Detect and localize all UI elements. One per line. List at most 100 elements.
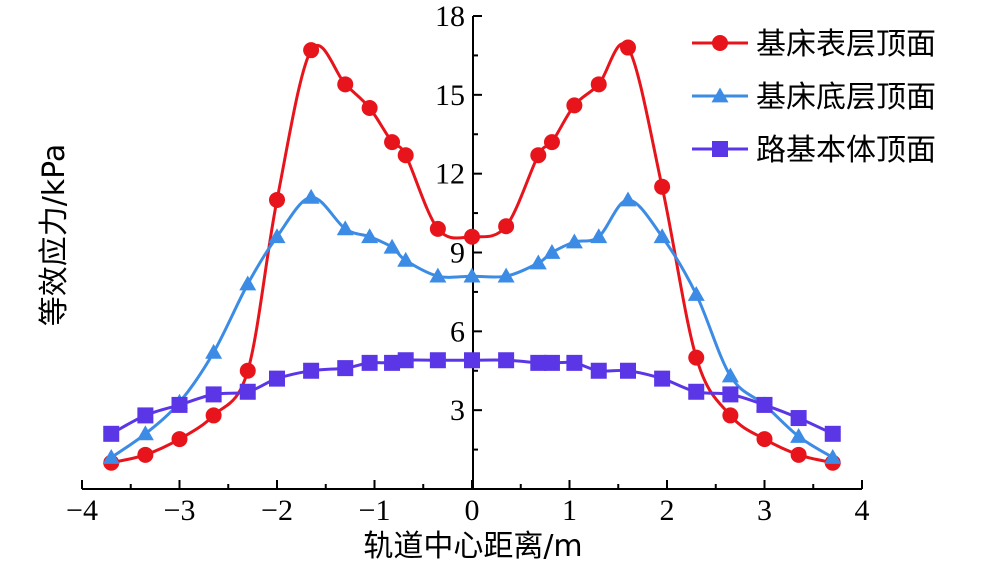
data-point xyxy=(102,448,120,464)
legend-marker xyxy=(712,141,728,157)
x-tick-label: 4 xyxy=(855,494,870,527)
data-point xyxy=(654,178,671,195)
data-point xyxy=(566,354,583,371)
data-point xyxy=(566,97,583,114)
data-point xyxy=(429,220,446,237)
data-point xyxy=(269,191,285,208)
legend-label: 路基本体顶面 xyxy=(756,133,936,168)
data-point xyxy=(136,425,154,441)
data-point xyxy=(498,352,515,369)
data-point xyxy=(619,191,637,207)
data-point xyxy=(361,354,378,371)
data-point xyxy=(397,251,415,267)
data-point xyxy=(590,76,607,93)
data-point xyxy=(337,76,354,93)
x-tick-label: 1 xyxy=(562,494,577,527)
data-point xyxy=(497,267,515,283)
legend-label: 基床表层顶面 xyxy=(756,27,936,62)
x-tick-label: 3 xyxy=(757,494,772,527)
data-point xyxy=(653,228,671,244)
data-point xyxy=(498,218,515,235)
data-point xyxy=(171,431,188,448)
data-point xyxy=(205,343,223,359)
series-3 xyxy=(103,352,841,442)
data-point xyxy=(530,354,547,371)
data-point xyxy=(654,370,671,387)
data-point xyxy=(384,134,401,151)
data-point xyxy=(361,228,379,244)
data-point xyxy=(137,407,154,424)
y-tick-label: 6 xyxy=(450,315,465,348)
data-point xyxy=(361,99,378,116)
y-tick-label: 3 xyxy=(450,394,465,427)
data-point xyxy=(543,354,560,371)
data-point xyxy=(383,238,401,254)
data-point xyxy=(790,427,808,443)
legend-marker xyxy=(712,35,728,51)
data-point xyxy=(756,396,773,413)
x-tick-label: −3 xyxy=(164,494,196,527)
data-point xyxy=(137,446,154,463)
data-point xyxy=(302,188,320,204)
x-tick-label: 2 xyxy=(660,494,675,527)
x-tick-label: −4 xyxy=(66,494,98,527)
data-point xyxy=(171,396,188,413)
data-point xyxy=(239,362,256,379)
data-point xyxy=(269,370,285,387)
data-point xyxy=(688,383,705,400)
data-point xyxy=(303,362,320,379)
data-point xyxy=(530,147,547,164)
x-tick-label: −1 xyxy=(359,494,391,527)
data-point xyxy=(565,233,583,249)
legend-label: 基床底层顶面 xyxy=(756,80,936,115)
data-point xyxy=(722,386,739,403)
data-point xyxy=(543,134,560,151)
data-point xyxy=(205,386,222,403)
x-tick-label: −2 xyxy=(261,494,293,527)
x-axis-title: 轨道中心距离/m xyxy=(363,529,582,564)
data-point xyxy=(620,39,636,56)
data-point xyxy=(239,383,256,400)
data-point xyxy=(239,275,257,291)
data-point xyxy=(756,431,773,448)
y-tick-label: 9 xyxy=(450,237,465,270)
legend-marker xyxy=(711,87,729,103)
data-point xyxy=(303,42,320,59)
data-point xyxy=(397,147,414,164)
y-tick-label: 15 xyxy=(435,79,465,112)
data-point xyxy=(336,220,354,236)
data-point xyxy=(620,362,636,379)
data-point xyxy=(268,228,286,244)
data-point xyxy=(464,228,480,245)
data-point xyxy=(790,446,807,463)
data-point xyxy=(543,244,561,259)
y-axis-title: 等效应力/kPa xyxy=(37,144,72,327)
data-point xyxy=(824,425,841,442)
data-point xyxy=(429,267,447,283)
data-point xyxy=(337,360,354,377)
data-point xyxy=(687,286,705,301)
data-point xyxy=(688,349,705,366)
y-tick-label: 18 xyxy=(435,0,465,33)
data-point xyxy=(824,448,842,464)
data-point xyxy=(790,410,807,427)
series-layer xyxy=(102,39,842,471)
data-point xyxy=(384,354,401,371)
x-tick-label: 0 xyxy=(465,494,480,527)
data-point xyxy=(722,407,739,424)
data-point xyxy=(463,267,481,283)
data-point xyxy=(397,352,414,369)
data-point xyxy=(429,352,446,369)
series-1 xyxy=(103,39,841,471)
data-point xyxy=(721,367,739,383)
data-point xyxy=(590,362,607,379)
data-point xyxy=(103,425,120,442)
data-point xyxy=(205,407,222,424)
y-tick-label: 12 xyxy=(435,158,465,191)
data-point xyxy=(590,228,608,244)
data-point xyxy=(529,254,547,270)
data-point xyxy=(464,352,480,369)
